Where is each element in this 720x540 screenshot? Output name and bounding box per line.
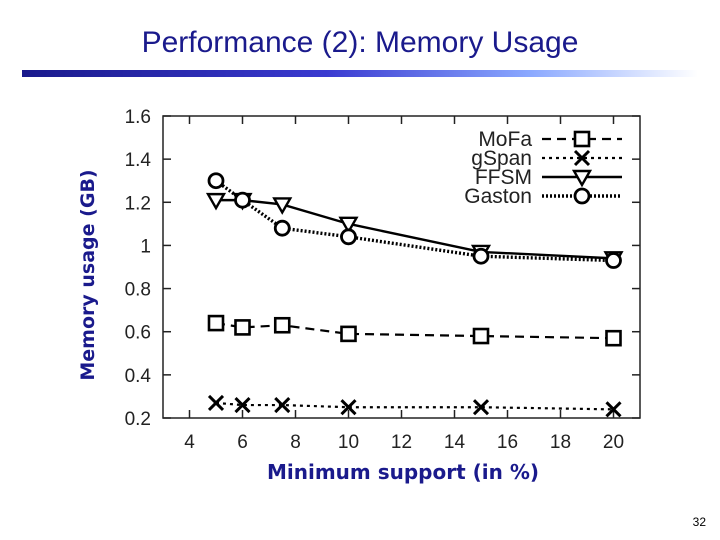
page-number: 32 (692, 515, 706, 529)
data-point-mofa (472, 327, 490, 345)
y-tick-label: 1 (140, 236, 151, 257)
legend-marker-gspan (573, 149, 591, 167)
data-point-gaston (234, 191, 251, 209)
data-point-mofa (234, 319, 251, 336)
x-tick-label: 16 (497, 432, 518, 453)
y-tick-label: 0.4 (125, 366, 152, 387)
y-tick-label: 0.6 (125, 323, 151, 344)
data-point-gaston (207, 172, 225, 190)
x-axis-title: Minimum support (in %) (266, 460, 540, 484)
x-tick-label: 6 (237, 432, 248, 453)
x-tick-label: 18 (550, 432, 571, 453)
x-tick-label: 4 (184, 432, 195, 453)
title-underline-bar (22, 70, 698, 77)
data-point-ffsm (205, 192, 227, 211)
data-point-gaston (340, 228, 357, 246)
data-point-gaston (472, 247, 490, 265)
data-point-gspan (274, 396, 291, 414)
y-tick-label: 0.2 (125, 409, 151, 430)
data-point-gspan (340, 399, 357, 416)
legend-marker-gaston (573, 187, 591, 205)
x-tick-label: 14 (444, 432, 466, 453)
data-point-gspan (234, 396, 251, 414)
legend-marker-mofa (573, 130, 591, 148)
legend-marker-ffsm (571, 169, 593, 188)
x-tick-label: 8 (290, 432, 301, 453)
series-line-gaston (214, 179, 614, 263)
plot-frame (162, 115, 641, 419)
data-point-gspan (605, 401, 622, 418)
y-axis-title: Memory usage (GB) (77, 169, 99, 381)
data-point-gaston (273, 219, 291, 237)
data-point-ffsm (272, 197, 293, 215)
data-point-mofa (273, 316, 291, 334)
y-tick-label: 1.2 (125, 193, 151, 214)
x-tick-label: 10 (338, 432, 359, 453)
x-tick-label: 20 (603, 432, 624, 453)
legend-label-ffsm: FFSM (475, 166, 532, 189)
legend-label-gaston: Gaston (464, 185, 532, 208)
data-point-ffsm (338, 216, 359, 235)
data-point-mofa (207, 314, 225, 332)
legend-label-gspan: gSpan (471, 147, 532, 170)
data-point-gspan (207, 394, 225, 411)
legend-label-mofa: MoFa (478, 128, 532, 151)
series-line-gspan (215, 401, 614, 411)
data-point-mofa (340, 325, 357, 343)
data-point-gspan (472, 399, 490, 416)
slide-title: Performance (2): Memory Usage (141, 26, 579, 59)
y-tick-label: 0.8 (125, 280, 151, 301)
data-point-mofa (605, 329, 622, 347)
y-tick-label: 1.4 (125, 150, 152, 171)
data-point-gaston (605, 252, 622, 269)
x-tick-label: 12 (391, 432, 412, 453)
y-tick-label: 1.6 (125, 107, 151, 128)
